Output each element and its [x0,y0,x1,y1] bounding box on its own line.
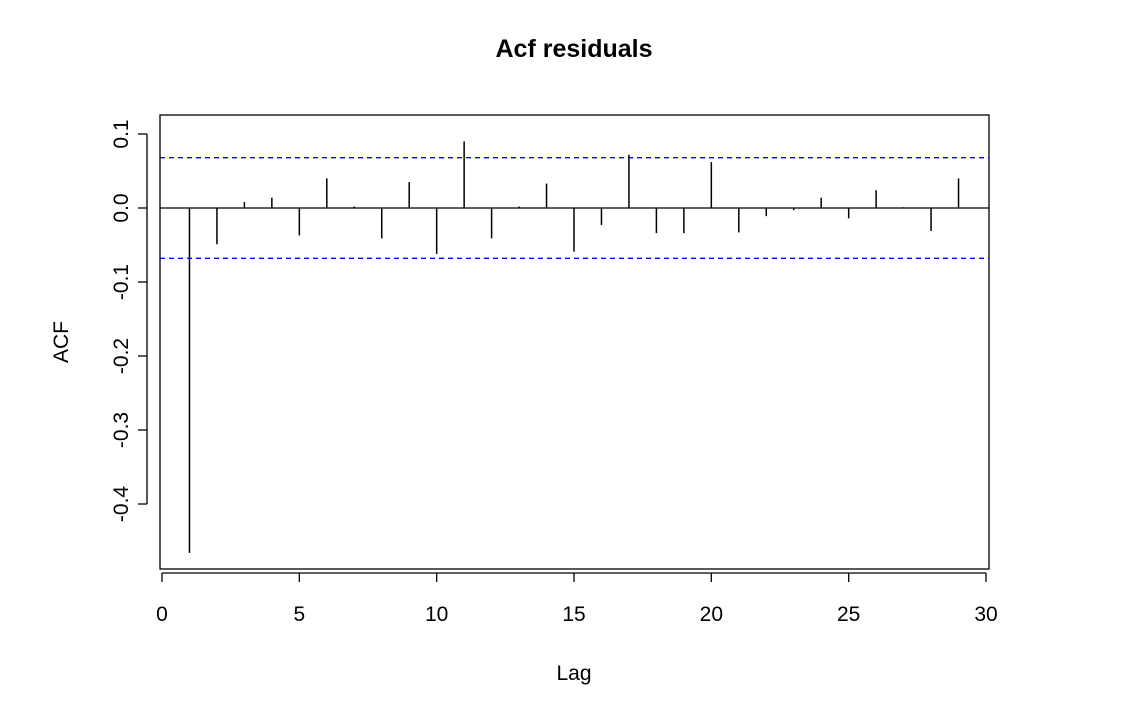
x-tick-label: 10 [425,603,448,626]
x-tick-label: 0 [156,603,168,626]
x-axis: 0 5 10 15 20 25 30 [156,572,998,626]
x-tick-label: 15 [562,603,585,626]
x-tick-label: 30 [974,603,997,626]
y-tick-label: -0.1 [110,264,133,300]
y-tick-label: -0.4 [110,486,133,523]
x-tick-label: 20 [700,603,723,626]
acf-bars [160,141,989,553]
plot-area-frame [159,114,990,570]
x-tick-label: 5 [293,603,305,626]
y-axis: -0.4 -0.3 -0.2 -0.1 0.0 0.1 [110,119,148,523]
y-axis-label: ACF [50,321,73,363]
y-tick-label: 0.1 [110,119,133,148]
y-tick-label: -0.3 [110,412,133,448]
x-tick-label: 25 [837,603,860,626]
y-tick-label: 0.0 [110,193,133,222]
x-axis-label: Lag [556,662,591,685]
chart-title: Acf residuals [495,35,652,63]
confidence-bounds [160,157,989,259]
y-tick-label: -0.2 [110,338,133,374]
